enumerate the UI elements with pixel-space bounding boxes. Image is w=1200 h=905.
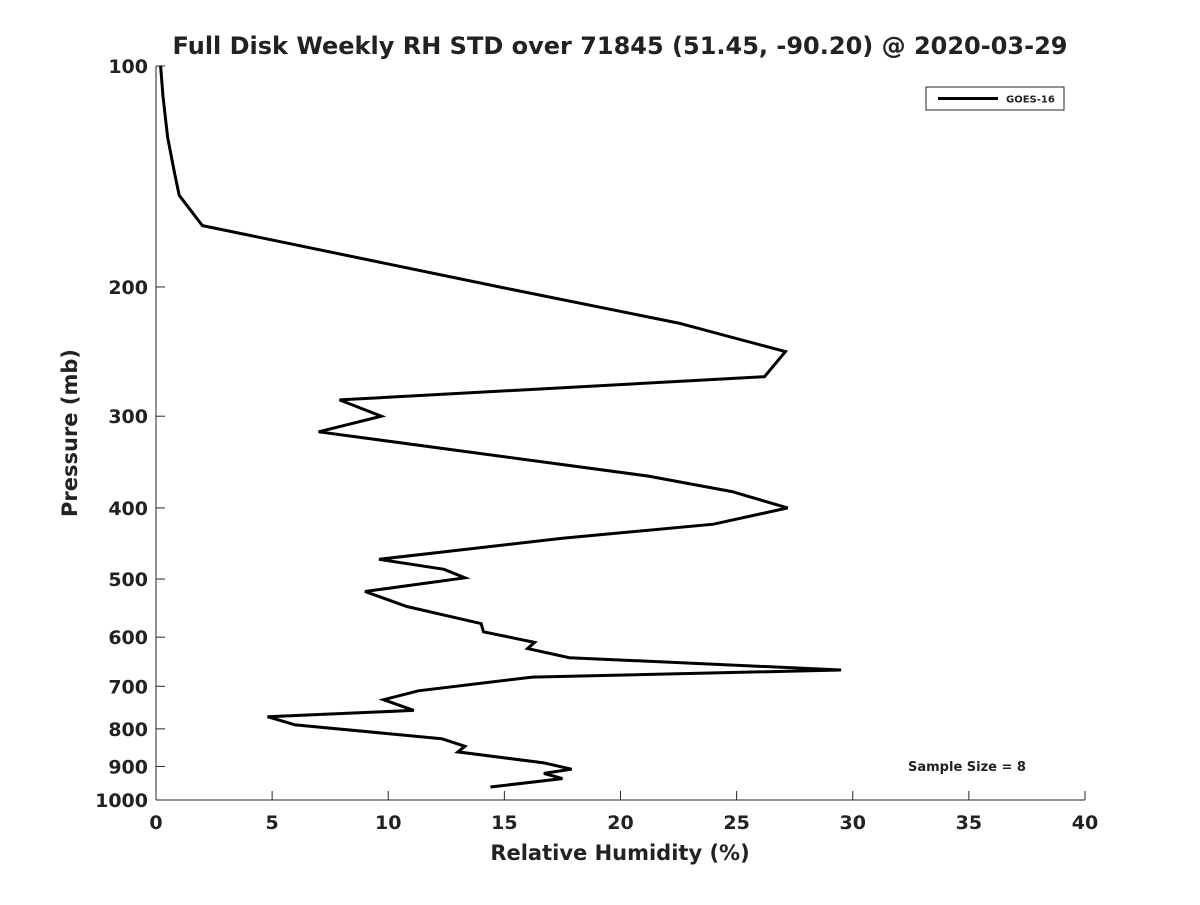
y-tick-label: 800 bbox=[108, 719, 148, 741]
y-axis-label: Pressure (mb) bbox=[58, 349, 82, 517]
chart-title: Full Disk Weekly RH STD over 71845 (51.4… bbox=[173, 32, 1068, 60]
x-tick-label: 30 bbox=[840, 812, 866, 834]
y-tick-label: 500 bbox=[108, 569, 148, 591]
y-tick-label: 100 bbox=[108, 56, 148, 78]
y-tick-label: 900 bbox=[108, 756, 148, 778]
x-tick-label: 10 bbox=[375, 812, 401, 834]
x-tick-label: 15 bbox=[491, 812, 517, 834]
y-tick-label: 200 bbox=[108, 277, 148, 299]
x-tick-label: 0 bbox=[149, 812, 162, 834]
y-tick-label: 1000 bbox=[95, 790, 148, 812]
x-tick-label: 20 bbox=[607, 812, 633, 834]
legend-label: GOES-16 bbox=[1006, 95, 1055, 106]
x-tick-label: 5 bbox=[266, 812, 279, 834]
y-tick-label: 600 bbox=[108, 627, 148, 649]
y-tick-label: 400 bbox=[108, 498, 148, 520]
sample-size-annotation: Sample Size = 8 bbox=[908, 760, 1026, 775]
plot-area: 0 5 10 15 20 25 30 35 40 100 200 300 400 500 600 700 800… bbox=[95, 56, 1098, 834]
x-tick-label: 35 bbox=[956, 812, 982, 834]
y-tick-label: 300 bbox=[108, 406, 148, 428]
x-tick-label: 25 bbox=[723, 812, 749, 834]
x-axis-label: Relative Humidity (%) bbox=[490, 841, 749, 865]
series-line-goes-16 bbox=[159, 65, 842, 789]
x-tick-label: 40 bbox=[1072, 812, 1098, 834]
y-tick-label: 700 bbox=[108, 676, 148, 698]
